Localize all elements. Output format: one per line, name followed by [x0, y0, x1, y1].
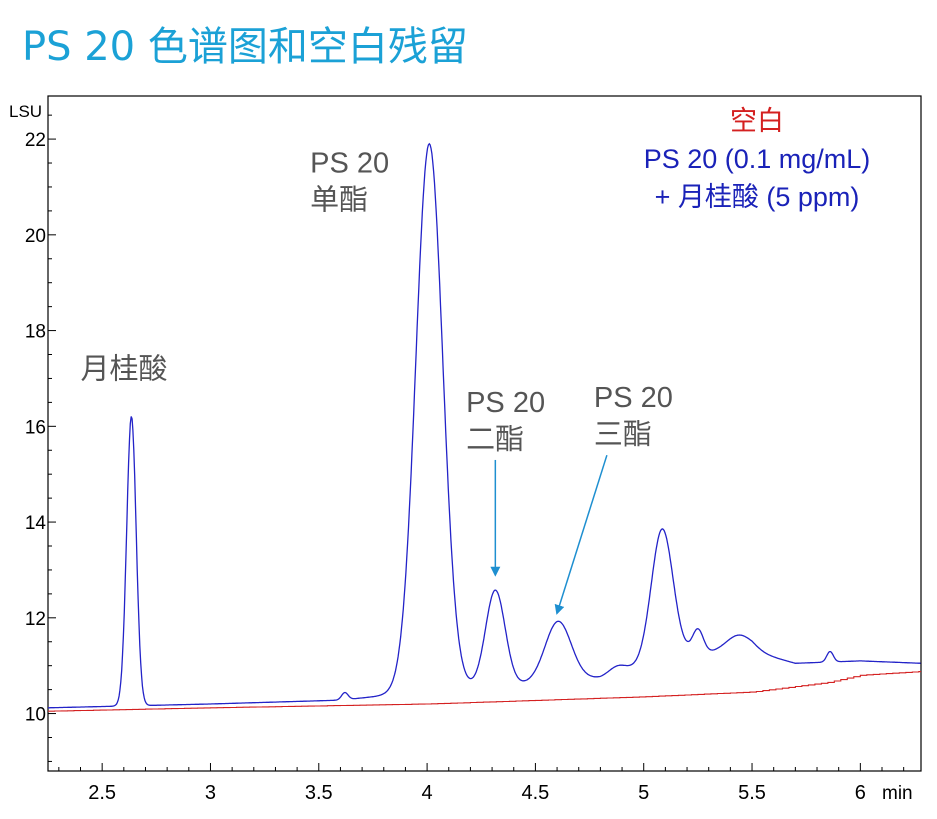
axis-ticks: 2.5 3 3.5 4 4.5 5 5.5 6 10 12 14 16 18 20 22	[25, 114, 905, 804]
legend-sample-line2: + 月桂酸 (5 ppm)	[655, 182, 860, 212]
peak-annotation: 月桂酸	[80, 352, 167, 385]
y-tick-label: 14	[25, 513, 47, 534]
legend: 空白 PS 20 (0.1 mg/mL) + 月桂酸 (5 ppm)	[644, 106, 871, 212]
x-tick-label: 4	[422, 782, 433, 804]
y-tick-label: 12	[25, 609, 46, 630]
x-tick-label: 5.5	[738, 782, 766, 804]
blank-trace	[48, 671, 921, 712]
x-tick-label: 4.5	[522, 782, 550, 804]
x-tick-label: 6	[855, 782, 866, 804]
slide-title: PS 20 色谱图和空白残留	[22, 24, 468, 70]
plot-frame	[47, 95, 922, 772]
sample-trace	[48, 142, 921, 709]
legend-sample-line1: PS 20 (0.1 mg/mL)	[644, 144, 871, 174]
x-tick-label: 5	[638, 782, 649, 804]
x-axis-label: min	[882, 783, 913, 804]
y-tick-label: 18	[25, 322, 46, 343]
legend-blank: 空白	[730, 106, 784, 136]
y-tick-label: 16	[25, 417, 46, 438]
x-tick-label: 3	[205, 782, 216, 804]
peak-annotation: PS 20 二酯	[466, 387, 545, 456]
annotation-arrow	[554, 454, 608, 615]
peak-annotation: PS 20 单酯	[310, 148, 389, 217]
y-tick-label: 20	[25, 226, 46, 247]
annotations: 月桂酸 PS 20 单酯 PS 20 二酯 PS 20 三酯	[80, 148, 673, 615]
y-tick-label: 22	[25, 130, 46, 151]
y-tick-label: 10	[25, 705, 46, 726]
x-tick-label: 2.5	[88, 782, 116, 804]
y-axis-label: LSU	[9, 102, 42, 121]
x-tick-label: 3.5	[305, 782, 333, 804]
peak-annotation: PS 20 三酯	[594, 382, 673, 451]
traces	[48, 142, 921, 712]
